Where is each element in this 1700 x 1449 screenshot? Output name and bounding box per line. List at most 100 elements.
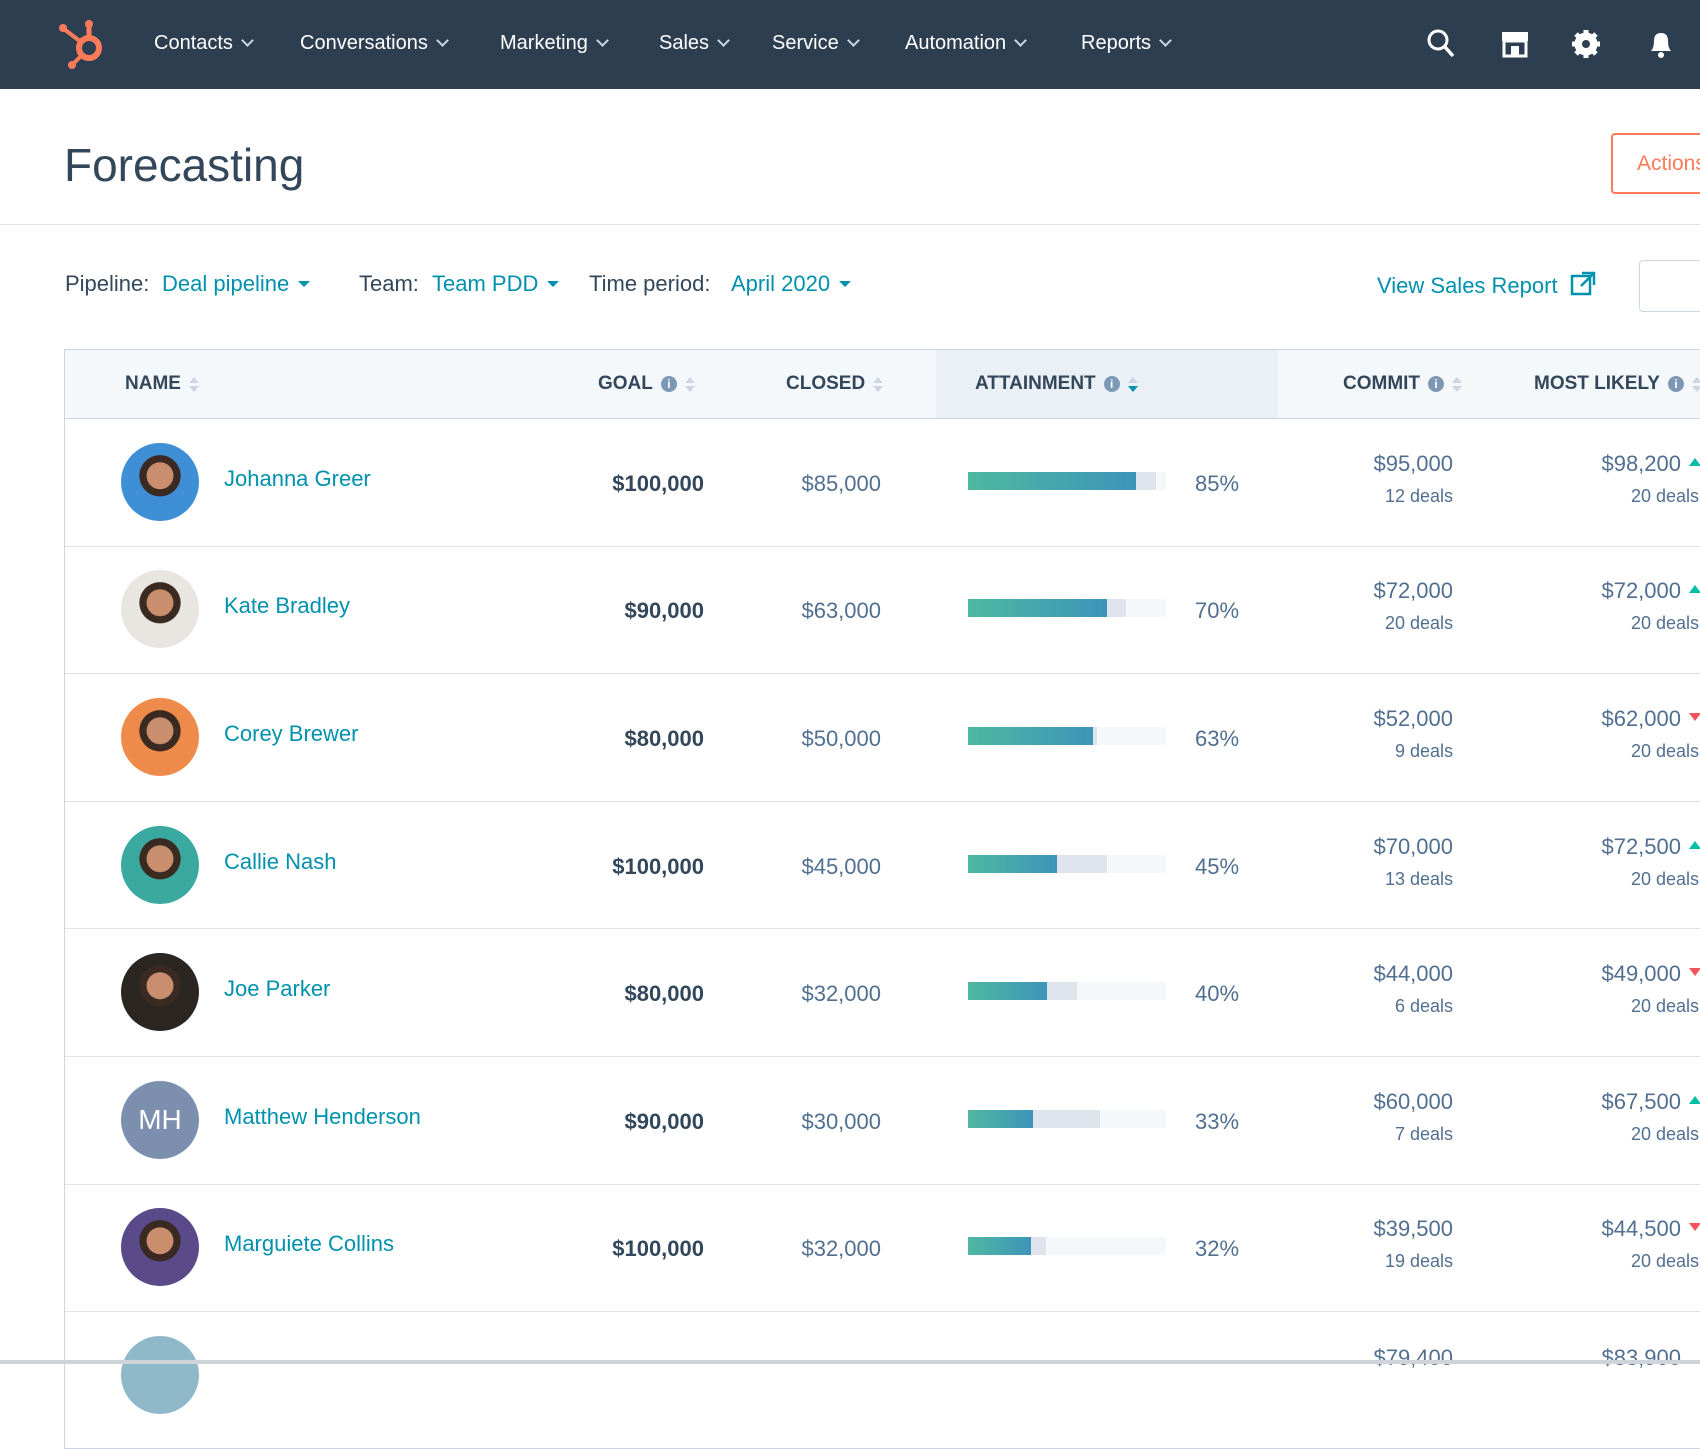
rep-name[interactable]: Kate Bradley — [224, 593, 350, 619]
column-header[interactable]: COMMIT i — [1343, 373, 1463, 395]
dropdown-caret — [1014, 34, 1028, 47]
commit-deals: 7 deals — [1394, 1123, 1453, 1144]
sort-icon — [1127, 377, 1138, 392]
column-header-label: NAME — [125, 373, 181, 394]
filter-value: Team PDD — [432, 271, 539, 296]
most-likely-deals: 20 deals — [1631, 1251, 1700, 1272]
column-header[interactable]: MOST LIKELY i — [1534, 373, 1700, 395]
actions-button[interactable]: Actions — [1611, 133, 1700, 194]
commit-deals: 20 deals — [1384, 613, 1453, 634]
search-icon[interactable] — [1426, 28, 1456, 60]
filter-value: Deal pipeline — [162, 271, 290, 296]
sort-icon — [684, 377, 695, 392]
notifications-icon[interactable] — [1647, 29, 1675, 61]
commit-deals: 6 deals — [1394, 996, 1453, 1017]
attainment-bar — [968, 471, 1137, 490]
report-link[interactable]: View Sales Report — [1377, 271, 1596, 299]
row-divider — [65, 800, 1700, 802]
filter-dropdown[interactable]: Team PDD — [432, 271, 560, 297]
nav-item-label: Service — [772, 32, 839, 54]
divider — [0, 224, 1700, 225]
nav-item-label: Automation — [905, 32, 1007, 54]
actions-label: Actions — [1637, 152, 1700, 175]
goal: $90,000 — [624, 1108, 704, 1134]
marketplace-icon[interactable] — [1500, 30, 1530, 58]
column-header[interactable]: CLOSED — [786, 373, 884, 395]
sort-icon — [188, 377, 199, 392]
dropdown-arrow — [298, 281, 311, 287]
commit: $60,000 — [1373, 1088, 1453, 1114]
info-icon: i — [1667, 376, 1684, 392]
closed: $32,000 — [801, 981, 881, 1007]
dropdown-caret — [595, 34, 609, 47]
column-header-label: GOAL — [598, 373, 653, 394]
sort-icon — [1452, 377, 1463, 392]
column-header[interactable]: ATTAINMENT i — [975, 373, 1138, 395]
closed: $45,000 — [801, 853, 881, 879]
most-likely: $72,000 — [1601, 578, 1681, 604]
nav-item-label: Sales — [659, 32, 710, 54]
nav-item-label: Contacts — [154, 32, 233, 54]
avatar — [121, 953, 199, 1032]
dropdown-arrow — [547, 281, 560, 287]
most-likely-deals: 20 deals — [1631, 1123, 1700, 1144]
trend-arrow — [1689, 585, 1700, 594]
search-box[interactable] — [1639, 260, 1700, 312]
rep-name[interactable]: Marguiete Collins — [224, 1231, 394, 1257]
column-header[interactable]: GOAL i — [598, 373, 695, 395]
nav-item[interactable]: Conversations — [300, 32, 449, 55]
commit-deals: 12 deals — [1384, 485, 1453, 506]
avatar — [121, 825, 199, 904]
row-divider — [65, 545, 1700, 547]
row-divider — [65, 1183, 1700, 1185]
column-header-label: CLOSED — [786, 373, 866, 394]
closed: $85,000 — [801, 470, 881, 496]
filter-dropdown[interactable]: April 2020 — [731, 271, 852, 297]
attainment-pct: 32% — [1195, 1236, 1240, 1262]
sort-icon — [1691, 377, 1700, 392]
row-divider — [65, 1311, 1700, 1313]
column-header-label: MOST LIKELY — [1534, 373, 1660, 394]
dropdown-caret — [435, 34, 449, 47]
commit-deals: 13 deals — [1384, 868, 1453, 889]
closed: $32,000 — [801, 1236, 881, 1262]
dropdown-caret — [241, 34, 254, 47]
nav-item-label: Marketing — [500, 32, 588, 54]
nav-item[interactable]: Contacts — [154, 32, 254, 55]
nav-item[interactable]: Service — [772, 32, 860, 55]
column-header[interactable]: NAME — [125, 373, 199, 395]
most-likely-deals: 20 deals — [1631, 868, 1700, 889]
top-nav: Contacts Conversations Marketing Sales Servi… — [0, 0, 1700, 89]
filter-label: Time period: — [589, 271, 711, 296]
commit: $72,000 — [1373, 578, 1453, 604]
nav-item[interactable]: Marketing — [500, 32, 609, 55]
report-link-label: View Sales Report — [1377, 273, 1558, 298]
most-likely: $67,500 — [1601, 1088, 1681, 1114]
nav-item[interactable]: Reports — [1081, 32, 1172, 55]
most-likely: $44,500 — [1601, 1216, 1681, 1242]
attainment-bar — [968, 727, 1093, 745]
most-likely: $62,000 — [1601, 706, 1681, 731]
attainment-pct: 45% — [1195, 853, 1240, 879]
rep-name[interactable]: Joe Parker — [224, 976, 331, 1002]
rep-name[interactable]: Callie Nash — [224, 848, 337, 874]
rep-name[interactable]: Matthew Henderson — [224, 1103, 421, 1129]
table — [64, 349, 1700, 1449]
avatar: MH — [121, 1080, 199, 1159]
most-likely: $98,200 — [1601, 450, 1681, 476]
closed: $50,000 — [801, 726, 881, 751]
trend-arrow — [1689, 713, 1700, 721]
attainment-bar — [968, 1109, 1034, 1128]
goal: $100,000 — [612, 853, 704, 879]
settings-icon[interactable] — [1571, 29, 1601, 59]
logo[interactable] — [56, 18, 110, 72]
trend-arrow — [1689, 1095, 1700, 1104]
nav-item[interactable]: Automation — [905, 32, 1028, 55]
filter-dropdown[interactable]: Deal pipeline — [162, 271, 311, 297]
goal: $80,000 — [624, 981, 704, 1007]
info-icon: i — [660, 376, 677, 392]
nav-item[interactable]: Sales — [659, 32, 730, 55]
rep-name[interactable]: Corey Brewer — [224, 721, 359, 746]
rep-name[interactable]: Johanna Greer — [224, 465, 371, 491]
